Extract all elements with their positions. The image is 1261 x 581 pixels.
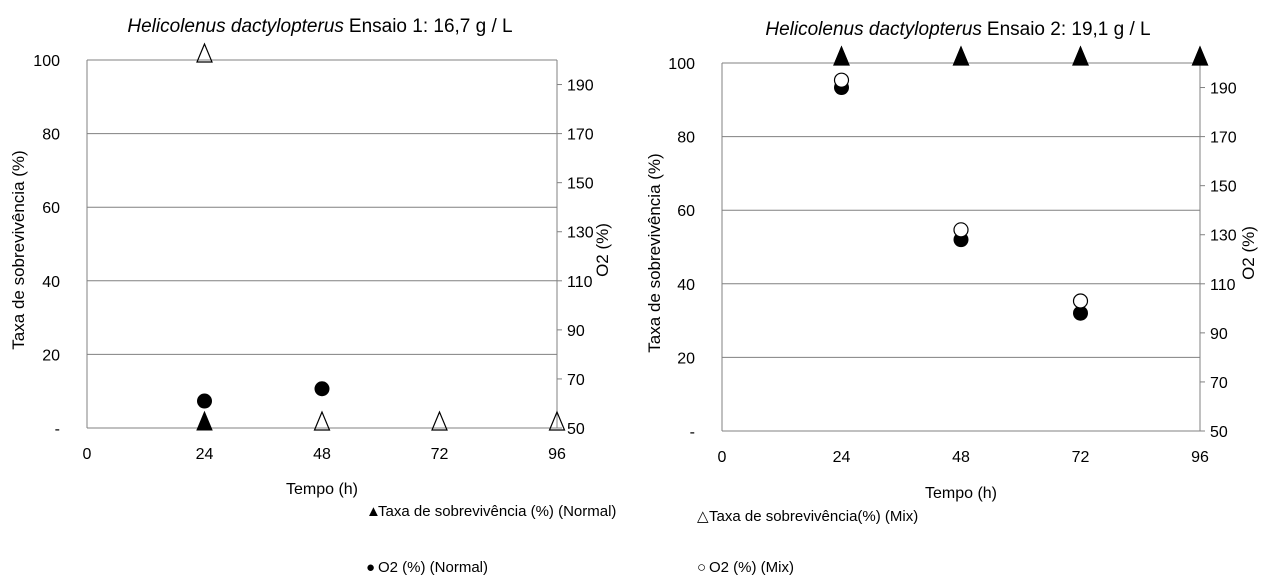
y-tick-label: 60 (42, 200, 60, 217)
y-tick-label: 80 (677, 130, 695, 147)
x-tick-label: 48 (313, 446, 331, 463)
legend-label: O2 (%) (Normal) (378, 559, 488, 576)
data-point-open-triangle (952, 45, 970, 66)
data-point-filled-triangle (952, 45, 970, 66)
y-axis-title: Taxa de sobrevivência (%) (9, 150, 28, 349)
data-point-open-circle (833, 72, 850, 88)
y-tick-label: - (690, 424, 695, 441)
legend-marker-icon: ● (366, 559, 375, 576)
y2-axis-title: O2 (%) (593, 223, 612, 277)
y2-tick-label: 90 (567, 323, 585, 340)
y2-tick-label: 190 (567, 78, 594, 95)
legend-label: Taxa de sobrevivência (%) (Normal) (378, 503, 616, 520)
y2-tick-label: 130 (567, 225, 594, 242)
y2-tick-label: 70 (567, 372, 585, 389)
y-tick-label: 20 (677, 350, 695, 367)
y2-axis-title: O2 (%) (1239, 226, 1258, 280)
y2-tick-label: 170 (1210, 130, 1237, 147)
y2-tick-label: 50 (567, 421, 585, 438)
data-point-open-circle (953, 222, 969, 238)
y-tick-label: 20 (42, 347, 60, 364)
x-tick-label: 24 (833, 449, 851, 466)
y2-tick-label: 110 (1210, 277, 1236, 294)
legend-marker-icon: △ (697, 508, 709, 525)
data-point-filled-triangle (1191, 45, 1209, 66)
data-point-open-triangle (196, 42, 213, 63)
data-point-open-triangle (1072, 45, 1089, 66)
data-point-open-triangle (1191, 45, 1209, 66)
y2-tick-label: 150 (567, 176, 594, 193)
y-tick-label: 80 (42, 127, 60, 144)
x-axis-title: Tempo (h) (925, 485, 997, 502)
y-tick-label: - (55, 421, 60, 438)
data-point-filled-circle (314, 381, 330, 397)
y2-tick-label: 150 (1210, 179, 1237, 196)
chart-title-trial: Ensaio 1: 16,7 g / L (349, 16, 513, 37)
y-tick-label: 40 (677, 277, 695, 294)
chart-2: Helicolenus dactylopterus Ensaio 2: 19,1 … (645, 19, 1258, 502)
x-tick-label: 72 (1072, 449, 1090, 466)
x-tick-label: 24 (196, 446, 214, 463)
x-axis-title: Tempo (h) (286, 481, 358, 498)
data-point-open-circle (1072, 293, 1089, 309)
data-point-filled-triangle (833, 45, 850, 66)
x-tick-label: 96 (1191, 449, 1209, 466)
chart-title-trial: Ensaio 2: 19,1 g / L (987, 19, 1151, 40)
data-point-open-triangle (548, 410, 566, 431)
y2-tick-label: 90 (1210, 326, 1228, 343)
y2-tick-label: 130 (1210, 228, 1237, 245)
y2-tick-label: 70 (1210, 375, 1228, 392)
data-point-open-triangle (313, 410, 331, 431)
chart-1: Helicolenus dactylopterus Ensaio 1: 16,7 … (9, 16, 612, 498)
x-tick-label: 96 (548, 446, 566, 463)
y-tick-label: 40 (42, 274, 60, 291)
data-point-open-triangle (431, 410, 448, 431)
y-axis-title: Taxa de sobrevivência (%) (645, 153, 664, 352)
y2-tick-label: 110 (567, 274, 593, 291)
x-tick-label: 0 (83, 446, 92, 463)
x-tick-label: 48 (952, 449, 970, 466)
data-point-filled-circle (197, 393, 212, 409)
y-tick-label: 100 (668, 56, 695, 73)
x-tick-label: 72 (431, 446, 449, 463)
y2-tick-label: 190 (1210, 81, 1237, 98)
data-point-filled-triangle (1072, 45, 1089, 66)
legend-label: O2 (%) (Mix) (709, 559, 794, 576)
y-tick-label: 100 (33, 53, 60, 70)
chart-title-species: Helicolenus dactylopterus (765, 19, 982, 40)
chart-title-species: Helicolenus dactylopterus (127, 16, 344, 37)
data-point-open-triangle (833, 45, 850, 66)
chart-title: Helicolenus dactylopterus Ensaio 2: 19,1 … (765, 19, 1150, 40)
x-tick-label: 0 (718, 449, 727, 466)
data-point-filled-triangle (196, 410, 213, 431)
chart-title: Helicolenus dactylopterus Ensaio 1: 16,7 … (127, 16, 512, 37)
legend-label: Taxa de sobrevivência(%) (Mix) (709, 508, 918, 525)
y2-tick-label: 170 (567, 127, 594, 144)
legend-marker-icon: ▲ (366, 503, 381, 520)
y-tick-label: 60 (677, 203, 695, 220)
legend-marker-icon: ○ (697, 559, 706, 576)
y2-tick-label: 50 (1210, 424, 1228, 441)
legend: ▲Taxa de sobrevivência (%) (Normal) △ Taxa… (366, 503, 918, 576)
